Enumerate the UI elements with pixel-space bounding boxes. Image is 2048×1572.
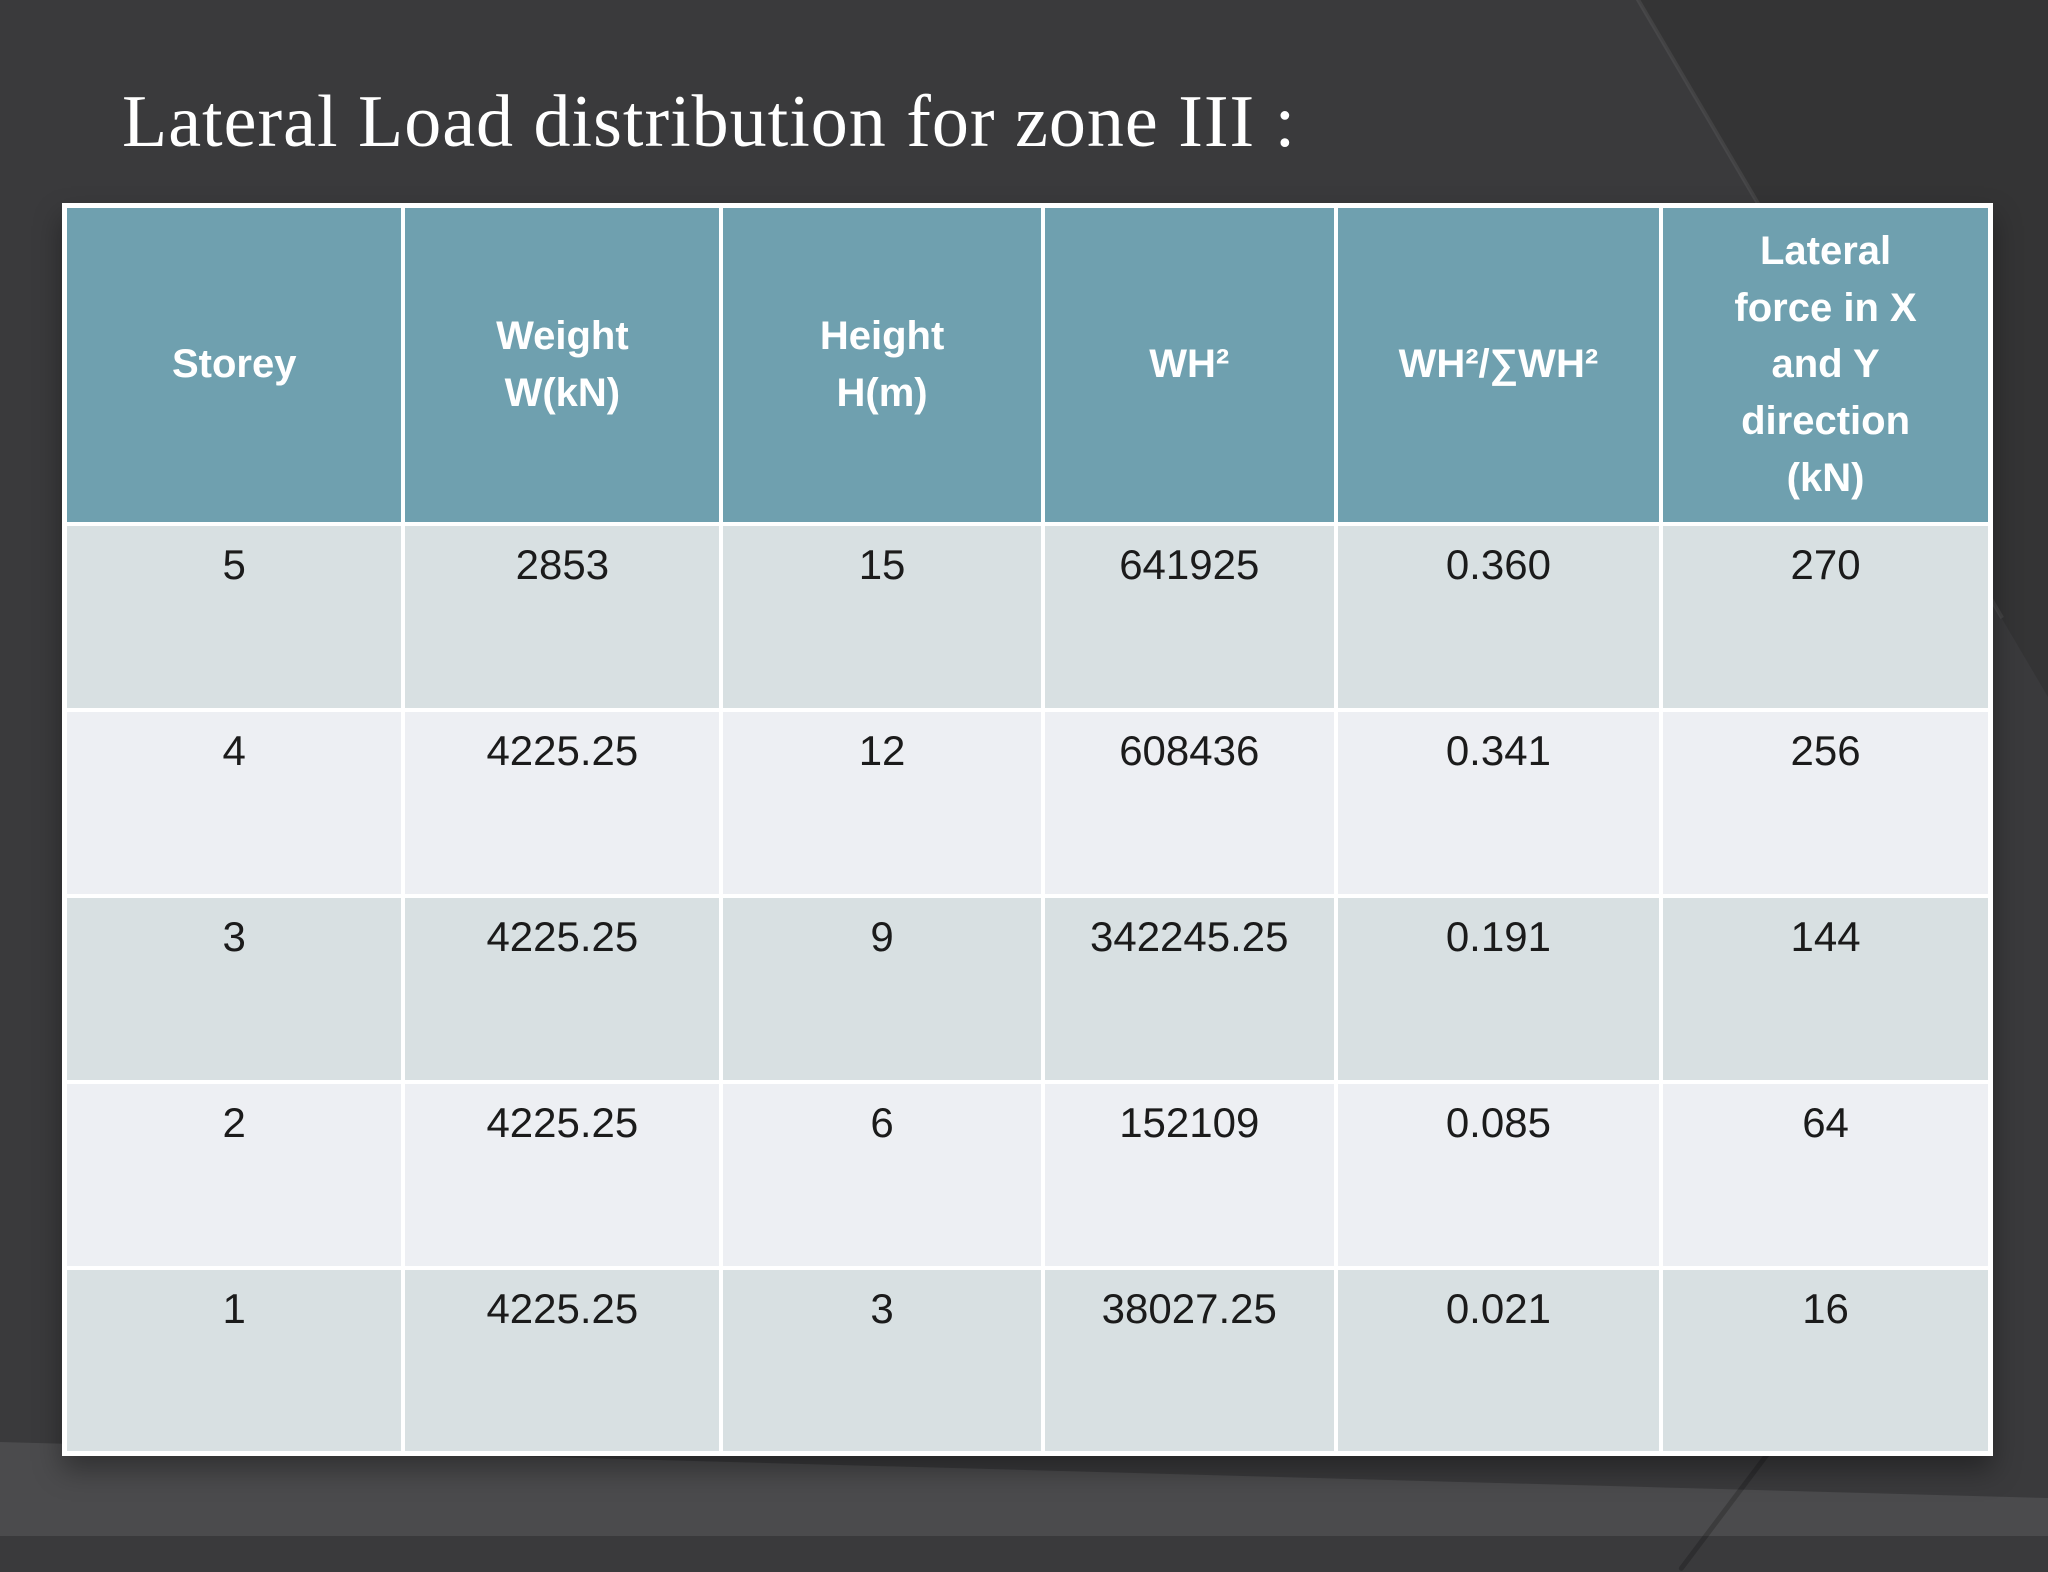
table-row-storey-2: 2 4225.25 6 152109 0.085 64	[62, 1079, 1993, 1270]
table-row-storey-5: 5 2853 15 641925 0.360 270	[62, 521, 1993, 712]
lateral-load-table: Storey Weight W(kN) Height H(m) WH² WH²/…	[62, 203, 1993, 1456]
table-cell: 2	[62, 1079, 406, 1270]
table-cell: 1	[62, 1265, 406, 1456]
table-cell: 342245.25	[1040, 893, 1338, 1084]
table-cell: 4	[62, 707, 406, 898]
table-cell: 5	[62, 521, 406, 712]
table-cell: 6	[719, 1079, 1045, 1270]
slide-title: Lateral Load distribution for zone III :	[122, 81, 1297, 163]
table-cell: 3	[719, 1265, 1045, 1456]
column-header-storey: Storey	[62, 203, 406, 526]
column-header-wh2-ratio: WH²/∑WH²	[1333, 203, 1664, 526]
table-cell: 2853	[401, 521, 724, 712]
table-cell: 0.341	[1333, 707, 1664, 898]
table-cell: 38027.25	[1040, 1265, 1338, 1456]
table-row-storey-4: 4 4225.25 12 608436 0.341 256	[62, 707, 1993, 898]
header-row: Storey Weight W(kN) Height H(m) WH² WH²/…	[62, 203, 1993, 526]
table-cell: 4225.25	[401, 1265, 724, 1456]
table-cell: 0.021	[1333, 1265, 1664, 1456]
table-row-storey-1: 1 4225.25 3 38027.25 0.021 16	[62, 1265, 1993, 1456]
table-cell: 3	[62, 893, 406, 1084]
table-cell: 608436	[1040, 707, 1338, 898]
table-cell: 64	[1659, 1079, 1993, 1270]
table-cell: 15	[719, 521, 1045, 712]
column-header-weight: Weight W(kN)	[401, 203, 724, 526]
column-header-height: Height H(m)	[719, 203, 1045, 526]
table-cell: 144	[1659, 893, 1993, 1084]
table-cell: 16	[1659, 1265, 1993, 1456]
table-cell: 270	[1659, 521, 1993, 712]
table-cell: 256	[1659, 707, 1993, 898]
table-cell: 0.191	[1333, 893, 1664, 1084]
table-cell: 12	[719, 707, 1045, 898]
table-cell: 4225.25	[401, 1079, 724, 1270]
table-cell: 4225.25	[401, 893, 724, 1084]
table-row-storey-3: 3 4225.25 9 342245.25 0.191 144	[62, 893, 1993, 1084]
table-cell: 0.360	[1333, 521, 1664, 712]
table-cell: 641925	[1040, 521, 1338, 712]
column-header-wh2: WH²	[1040, 203, 1338, 526]
table-cell: 4225.25	[401, 707, 724, 898]
table-cell: 9	[719, 893, 1045, 1084]
table-cell: 0.085	[1333, 1079, 1664, 1270]
table-cell: 152109	[1040, 1079, 1338, 1270]
column-header-lateral-force: Lateral force in X and Y direction (kN)	[1659, 203, 1993, 526]
